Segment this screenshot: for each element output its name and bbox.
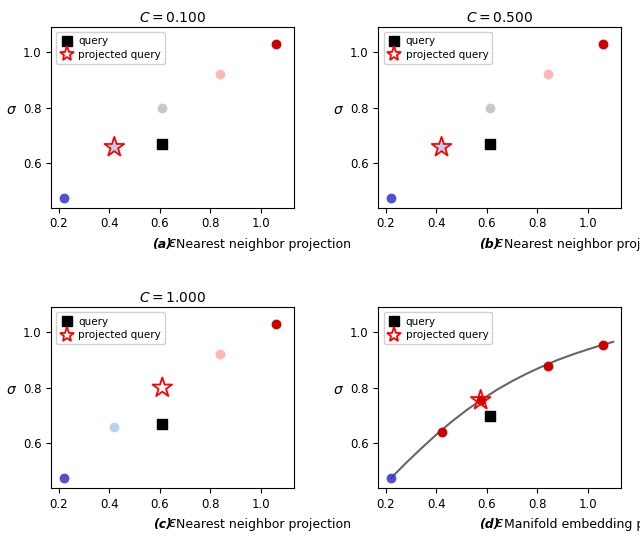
Text: Nearest neighbor projection: Nearest neighbor projection xyxy=(500,237,640,250)
Title: $C = 0.500$: $C = 0.500$ xyxy=(466,10,533,24)
X-axis label: $\varepsilon$: $\varepsilon$ xyxy=(495,236,504,250)
Legend: query, projected query: query, projected query xyxy=(56,33,165,64)
Point xyxy=(598,40,608,48)
Text: Nearest neighbor projection: Nearest neighbor projection xyxy=(172,518,351,531)
Point xyxy=(215,70,225,79)
Point xyxy=(543,362,553,370)
Point xyxy=(476,396,486,404)
Text: Manifold embedding projection (this paper): Manifold embedding projection (this pape… xyxy=(500,518,640,531)
Point xyxy=(271,319,281,328)
Title: $C = 1.000$: $C = 1.000$ xyxy=(139,291,206,305)
Point xyxy=(157,140,168,149)
Point xyxy=(436,428,447,436)
Y-axis label: $\sigma$: $\sigma$ xyxy=(333,104,344,118)
Point xyxy=(109,143,120,152)
Point xyxy=(157,104,168,112)
Point xyxy=(59,193,69,202)
Point xyxy=(436,143,447,152)
Text: Nearest neighbor projection: Nearest neighbor projection xyxy=(172,237,351,250)
Point xyxy=(109,143,120,152)
Point xyxy=(436,143,447,152)
Point xyxy=(271,40,281,48)
Point xyxy=(59,474,69,482)
X-axis label: $\varepsilon$: $\varepsilon$ xyxy=(495,516,504,530)
Legend: query, projected query: query, projected query xyxy=(56,312,165,344)
Point xyxy=(484,140,495,149)
Point xyxy=(543,70,553,79)
Legend: query, projected query: query, projected query xyxy=(383,312,492,344)
Text: (c): (c) xyxy=(154,518,172,531)
Point xyxy=(109,422,120,431)
Y-axis label: $\sigma$: $\sigma$ xyxy=(6,384,17,397)
X-axis label: $\varepsilon$: $\varepsilon$ xyxy=(168,516,177,530)
Text: (b): (b) xyxy=(479,237,500,250)
Point xyxy=(484,411,495,420)
Legend: query, projected query: query, projected query xyxy=(383,33,492,64)
Point xyxy=(386,193,396,202)
Title: $C = 0.100$: $C = 0.100$ xyxy=(139,10,206,24)
Y-axis label: $\sigma$: $\sigma$ xyxy=(6,104,17,118)
Point xyxy=(157,420,168,429)
Text: (a): (a) xyxy=(152,237,172,250)
Y-axis label: $\sigma$: $\sigma$ xyxy=(333,384,344,397)
Text: (d): (d) xyxy=(479,518,500,531)
Point xyxy=(476,396,486,404)
Point xyxy=(484,104,495,112)
X-axis label: $\varepsilon$: $\varepsilon$ xyxy=(168,236,177,250)
Point xyxy=(386,474,396,482)
Point xyxy=(157,383,168,392)
Point xyxy=(215,350,225,359)
Point xyxy=(598,341,608,350)
